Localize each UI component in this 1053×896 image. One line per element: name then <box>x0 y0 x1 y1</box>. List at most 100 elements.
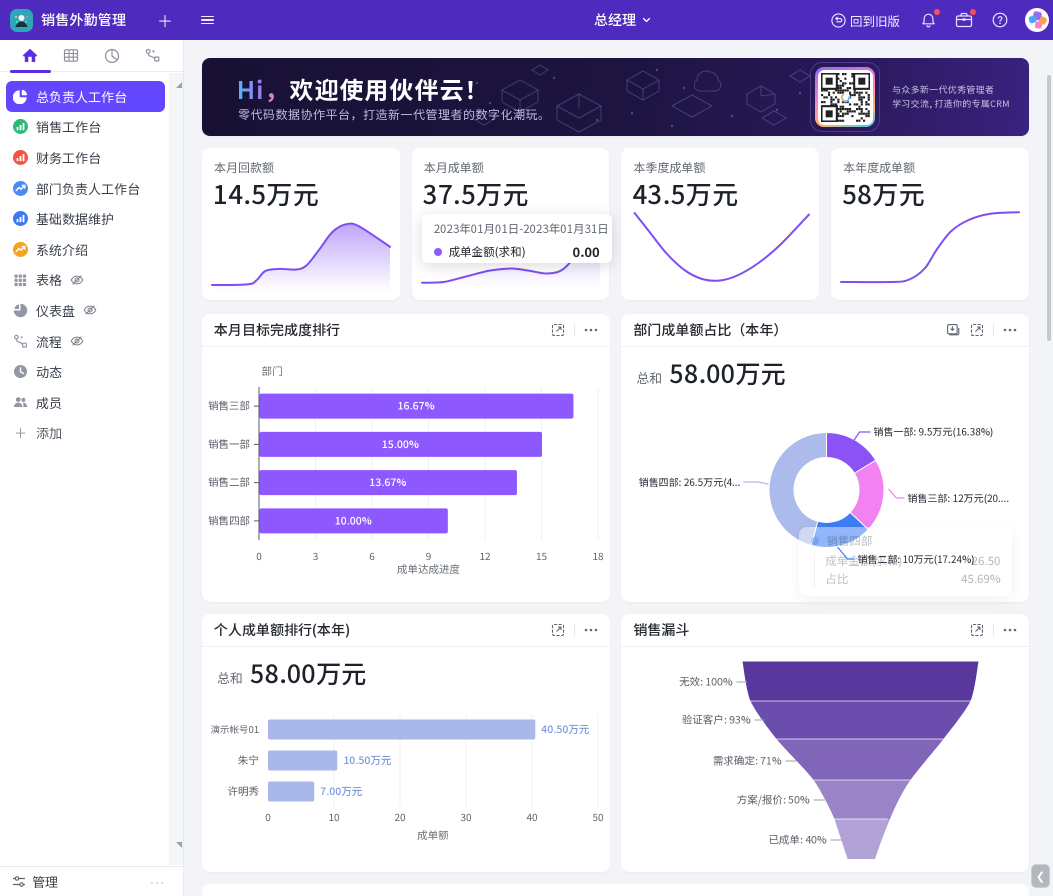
svg-text:销售三部: 销售三部 <box>208 399 250 414</box>
sidebar-item-部门负责人工作台[interactable]: 部门负责人工作台 <box>6 173 165 204</box>
series-dot <box>433 247 442 256</box>
sidebar-item-基础数据维护[interactable]: 基础数据维护 <box>6 203 165 234</box>
sidebar-item-销售工作台[interactable]: 销售工作台 <box>6 112 165 143</box>
app-logo-icon[interactable] <box>10 8 33 32</box>
stat-card-monthly-payment[interactable]: 本月回款额 14.5万元 <box>202 148 400 300</box>
stat-value: 37.5万元 <box>422 175 529 212</box>
back-circle-icon <box>831 12 846 28</box>
svg-text:已成单: 40%: 已成单: 40% <box>769 833 827 848</box>
sidebar-add-button[interactable]: ＋添加 <box>13 423 63 443</box>
item-icon <box>13 119 28 135</box>
card-title: 本月目标完成度排行 <box>214 320 340 340</box>
sidebar-item-流程[interactable]: 流程 <box>6 326 165 357</box>
svg-text:无效: 100%: 无效: 100% <box>679 675 732 690</box>
sidebar-scroll-gutter[interactable] <box>169 73 183 865</box>
item-label: 系统介绍 <box>36 239 89 259</box>
download-icon[interactable] <box>946 323 961 338</box>
tooltip-name: 销售四部 <box>826 533 873 549</box>
notification-badge <box>934 8 940 15</box>
svg-text:50: 50 <box>592 809 604 824</box>
sidebar-tabs <box>0 40 183 73</box>
flow-icon <box>145 48 160 62</box>
item-icon <box>13 364 28 379</box>
stat-card-quarter-deals[interactable]: 本季度成单额 43.5万元 <box>621 148 820 300</box>
chart-card-dept-share: 部门成单额占比（本年） 总和 58.00万元 销售四部 成单金额(求和) 26.5… <box>621 314 1030 602</box>
notifications-button[interactable] <box>920 8 940 29</box>
sidebar-item-系统介绍[interactable]: 系统介绍 <box>6 234 165 265</box>
sidebar-scroll-down-handle[interactable] <box>176 842 182 848</box>
svg-text:6: 6 <box>369 548 375 563</box>
stat-card-year-deals[interactable]: 本年度成单额 58万元 <box>831 148 1029 300</box>
sidebar-item-总负责人工作台[interactable]: 总负责人工作台 <box>6 81 165 112</box>
sidebar-item-成员[interactable]: 成员 <box>6 387 165 418</box>
svg-text:0: 0 <box>265 809 271 824</box>
stat-label: 本月回款额 <box>214 159 275 176</box>
messages-button[interactable] <box>955 9 976 28</box>
expand-icon[interactable] <box>551 623 565 637</box>
qr-ring <box>810 62 880 132</box>
expand-icon[interactable] <box>551 323 565 337</box>
grid-grey-icon <box>14 274 27 287</box>
item-icon <box>13 149 28 165</box>
user-avatar[interactable] <box>1025 8 1049 32</box>
trend-sparkline <box>840 211 1021 284</box>
members-grey-icon <box>14 396 27 407</box>
tab-dashboards[interactable] <box>92 40 133 71</box>
clock-grey-icon <box>14 365 27 379</box>
next-card-partial <box>202 884 1029 896</box>
sidebar-item-财务工作台[interactable]: 财务工作台 <box>6 142 165 173</box>
sidebar-item-仪表盘[interactable]: 仪表盘 <box>6 295 165 326</box>
stat-value: 43.5万元 <box>632 175 739 212</box>
tab-workflows[interactable] <box>132 40 173 71</box>
more-icon[interactable] <box>1003 328 1017 332</box>
svg-text:方案/报价: 50%: 方案/报价: 50% <box>737 793 810 808</box>
sidebar-more-button[interactable]: ··· <box>150 873 165 890</box>
tab-tables[interactable] <box>51 40 92 71</box>
svg-text:需求确定: 71%: 需求确定: 71% <box>713 754 782 769</box>
back-to-old-version-button[interactable]: 回到旧版 <box>831 11 900 30</box>
more-icon[interactable] <box>1003 628 1017 632</box>
bar-chart-dept-progress: 0 3 6 9 12 15 18 销售三部 16.67% 销售一部 15.00% 销售二部 13.67%… <box>208 364 604 577</box>
sidebar-item-动态[interactable]: 动态 <box>6 356 165 387</box>
svg-text:10.00%: 10.00% <box>335 513 372 528</box>
svg-text:销售一部: 销售一部 <box>208 437 250 452</box>
bars-icon <box>13 119 28 135</box>
banner-title: Hi，欢迎使用伙伴云！ <box>237 71 490 106</box>
chart-card-sales-funnel: 销售漏斗 无效: 100% 验证客户: 93% 需求确定: 71% 方案/报价: 50… <box>621 614 1030 872</box>
more-icon[interactable] <box>584 328 598 332</box>
svg-text:16.67%: 16.67% <box>398 399 435 414</box>
stat-value: 14.5万元 <box>213 175 320 212</box>
expand-icon[interactable] <box>970 323 984 337</box>
app-title: 销售外勤管理 <box>41 10 127 30</box>
collapse-float-button[interactable]: ❮ <box>1031 864 1050 888</box>
stat-card-monthly-deals[interactable]: 本月成单额 37.5万元 2023年01月01日-2023年01月31日 成单金… <box>411 148 612 300</box>
card-title: 部门成单额占比（本年） <box>633 320 788 340</box>
item-label: 仪表盘 <box>36 300 76 320</box>
qr-code <box>815 67 875 127</box>
item-label: 总负责人工作台 <box>36 86 128 106</box>
help-button[interactable] <box>992 12 1008 28</box>
expand-icon[interactable] <box>970 623 984 637</box>
more-icon[interactable] <box>584 628 598 632</box>
zigzag-icon <box>13 241 28 257</box>
add-app-button[interactable]: ＋ <box>156 8 173 32</box>
top-bar: 销售外勤管理 ＋ 总经理 回到旧版 <box>0 0 1053 40</box>
visibility-hidden-icon <box>70 274 84 286</box>
tooltip-series: 成单金额(求和) <box>448 243 526 260</box>
sidebar-toggle-icon[interactable] <box>201 15 214 25</box>
sidebar-item-表格[interactable]: 表格 <box>6 265 165 296</box>
svg-text:15: 15 <box>536 548 548 563</box>
series-dot <box>811 537 820 545</box>
sidebar-scroll-up-handle[interactable] <box>176 82 182 88</box>
manage-label[interactable]: 管理 <box>32 872 59 891</box>
bars-icon <box>13 149 28 165</box>
flow-grey-icon <box>14 334 28 348</box>
tab-home[interactable] <box>10 40 51 71</box>
pie-grey-icon <box>13 303 28 318</box>
svg-text:40.50万元: 40.50万元 <box>541 722 590 737</box>
item-icon <box>13 180 28 196</box>
role-switcher[interactable]: 总经理 <box>594 0 651 40</box>
svg-text:18: 18 <box>592 548 604 563</box>
main-scrollbar-thumb[interactable] <box>1047 75 1051 341</box>
chart-card-personal-rank: 个人成单额排行(本年) 总和 58.00万元 0 10 20 30 40 50 演示帐号01… <box>202 614 610 872</box>
